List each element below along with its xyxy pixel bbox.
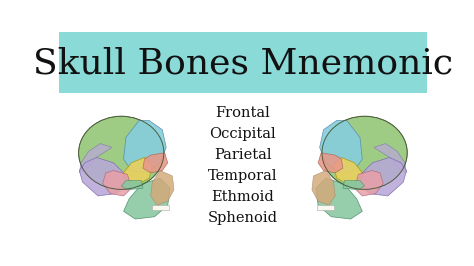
Polygon shape xyxy=(343,181,365,190)
Polygon shape xyxy=(312,171,335,205)
Polygon shape xyxy=(355,171,383,196)
Polygon shape xyxy=(103,171,131,196)
Ellipse shape xyxy=(79,116,164,189)
Polygon shape xyxy=(151,171,174,205)
Text: Skull Bones Mnemonic: Skull Bones Mnemonic xyxy=(33,47,453,81)
Bar xyxy=(152,205,169,210)
Polygon shape xyxy=(143,153,168,173)
Text: Ethmoid: Ethmoid xyxy=(211,190,274,204)
Polygon shape xyxy=(316,178,362,219)
Polygon shape xyxy=(374,144,406,173)
Polygon shape xyxy=(80,157,126,196)
Text: Parietal: Parietal xyxy=(214,148,272,162)
Polygon shape xyxy=(360,157,406,196)
Bar xyxy=(317,205,334,210)
Polygon shape xyxy=(124,120,166,173)
Polygon shape xyxy=(334,157,362,184)
Text: Sphenoid: Sphenoid xyxy=(208,211,278,225)
Bar xyxy=(59,32,427,93)
Polygon shape xyxy=(318,153,343,173)
Polygon shape xyxy=(124,178,170,219)
Polygon shape xyxy=(121,181,143,190)
Polygon shape xyxy=(319,120,362,173)
Text: Temporal: Temporal xyxy=(208,169,278,183)
Ellipse shape xyxy=(322,116,407,189)
Polygon shape xyxy=(80,144,112,173)
Text: Occipital: Occipital xyxy=(210,127,276,141)
Text: Frontal: Frontal xyxy=(216,106,270,120)
Polygon shape xyxy=(124,157,152,184)
